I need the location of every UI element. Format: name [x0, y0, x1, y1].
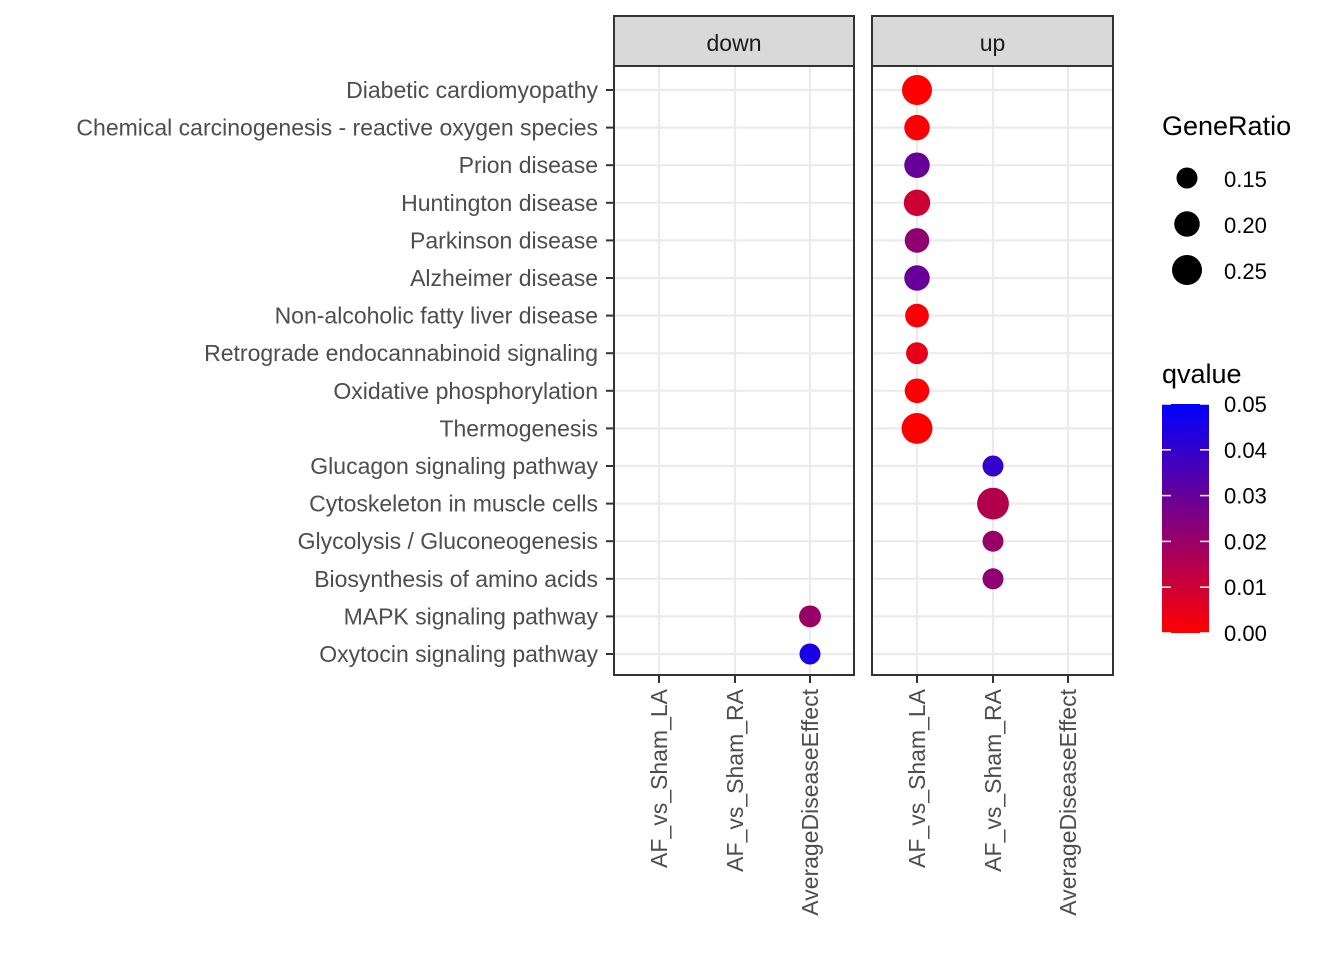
data-point [904, 152, 930, 178]
data-point [904, 114, 930, 141]
y-tick-label: Thermogenesis [439, 415, 598, 441]
size-legend-label: 0.20 [1224, 213, 1267, 238]
color-legend-label: 0.01 [1224, 575, 1267, 600]
color-legend-label: 0.02 [1224, 529, 1267, 554]
y-tick-label: Huntington disease [401, 190, 598, 216]
size-legend-key [1176, 167, 1198, 189]
y-tick-label: Diabetic cardiomyopathy [346, 77, 598, 103]
size-legend-label: 0.25 [1224, 259, 1267, 284]
color-legend-label: 0.00 [1224, 621, 1267, 646]
data-point [902, 75, 932, 105]
color-legend-title: qvalue [1162, 359, 1242, 389]
facet-strip [871, 15, 1114, 67]
color-legend-label: 0.03 [1224, 484, 1267, 509]
data-point [982, 568, 1004, 590]
data-point [905, 303, 929, 328]
color-legend-label: 0.04 [1224, 438, 1267, 463]
y-tick-label: Glucagon signaling pathway [310, 453, 598, 479]
y-tick-label: Alzheimer disease [410, 265, 598, 291]
y-tick-label: Cytoskeleton in muscle cells [309, 491, 598, 517]
x-tick-label: AF_vs_Sham_RA [980, 688, 1006, 871]
x-tick-label: AverageDiseaseEffect [1055, 688, 1081, 915]
y-tick-label: Retrograde endocannabinoid signaling [204, 340, 598, 366]
data-point [799, 605, 821, 628]
data-point [982, 455, 1004, 477]
data-point [904, 265, 930, 291]
y-tick-label: Oxidative phosphorylation [333, 378, 598, 404]
size-legend-title: GeneRatio [1162, 111, 1291, 141]
x-tick-label: AverageDiseaseEffect [797, 688, 823, 915]
x-tick-label: AF_vs_Sham_RA [722, 688, 748, 871]
data-point [904, 378, 930, 404]
size-legend-label: 0.15 [1224, 167, 1267, 192]
y-tick-label: Glycolysis / Gluconeogenesis [298, 528, 598, 554]
facet-strip-label: up [980, 30, 1006, 56]
data-point [904, 228, 930, 253]
data-point [977, 487, 1009, 520]
size-legend-key [1174, 211, 1200, 237]
data-point [982, 530, 1004, 552]
data-point [799, 643, 821, 665]
data-point [901, 412, 933, 444]
data-point [906, 342, 928, 365]
y-tick-label: Biosynthesis of amino acids [314, 566, 598, 592]
y-tick-label: Chemical carcinogenesis - reactive oxyge… [76, 115, 598, 141]
y-tick-label: MAPK signaling pathway [344, 603, 599, 629]
facet-strip-label: down [707, 30, 762, 56]
data-point [903, 189, 931, 216]
facet-strip [613, 15, 855, 67]
x-tick-label: AF_vs_Sham_LA [904, 688, 930, 868]
size-legend-key [1172, 255, 1202, 285]
y-tick-label: Parkinson disease [410, 227, 598, 253]
y-tick-label: Oxytocin signaling pathway [319, 641, 598, 667]
color-legend-bar [1162, 404, 1209, 633]
color-legend-label: 0.05 [1224, 392, 1267, 417]
y-tick-label: Prion disease [459, 152, 598, 178]
y-tick-label: Non-alcoholic fatty liver disease [275, 303, 598, 329]
x-tick-label: AF_vs_Sham_LA [646, 688, 672, 868]
